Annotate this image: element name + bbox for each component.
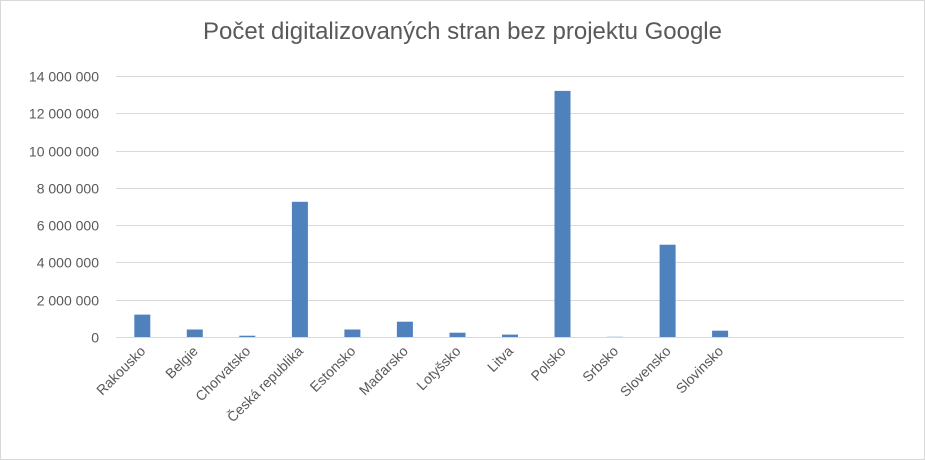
x-tick-label: Litva bbox=[484, 343, 516, 375]
y-tick-label: 10 000 000 bbox=[29, 144, 99, 160]
x-tick-label: Slovinsko bbox=[673, 343, 727, 397]
bar bbox=[134, 314, 151, 337]
y-axis-tick-labels: 0 2 000 000 4 000 000 6 000 000 8 000 000 10 … bbox=[29, 69, 99, 346]
y-tick-label: 12 000 000 bbox=[29, 106, 99, 122]
y-tick-label: 4 000 000 bbox=[37, 255, 99, 271]
x-tick-label: Polsko bbox=[528, 343, 569, 384]
bar bbox=[502, 334, 518, 337]
x-tick-label: Slovensko bbox=[617, 343, 674, 400]
bar bbox=[659, 244, 676, 337]
y-tick-label: 8 000 000 bbox=[37, 181, 99, 197]
bar bbox=[449, 332, 466, 337]
bar bbox=[186, 329, 203, 337]
bar bbox=[344, 329, 361, 337]
x-tick-label: Srbsko bbox=[579, 343, 621, 385]
bar bbox=[291, 201, 308, 337]
y-tick-label: 0 bbox=[91, 330, 99, 346]
bar bbox=[712, 330, 729, 337]
x-tick-label: Belgie bbox=[162, 343, 201, 382]
bar bbox=[554, 90, 571, 338]
bars bbox=[134, 90, 729, 338]
x-tick-label: Estonsko bbox=[306, 343, 358, 395]
y-tick-label: 6 000 000 bbox=[37, 218, 99, 234]
bar bbox=[239, 335, 256, 337]
y-tick-label: 2 000 000 bbox=[37, 293, 99, 309]
y-tick-label: 14 000 000 bbox=[29, 69, 99, 85]
x-tick-label: Lotyšsko bbox=[413, 343, 464, 394]
chart-title: Počet digitalizovaných stran bez projekt… bbox=[203, 18, 722, 45]
bar bbox=[396, 321, 413, 337]
x-tick-label: Rakousko bbox=[93, 343, 148, 398]
grid-lines bbox=[116, 76, 904, 338]
x-tick-label: Maďarsko bbox=[356, 343, 412, 399]
